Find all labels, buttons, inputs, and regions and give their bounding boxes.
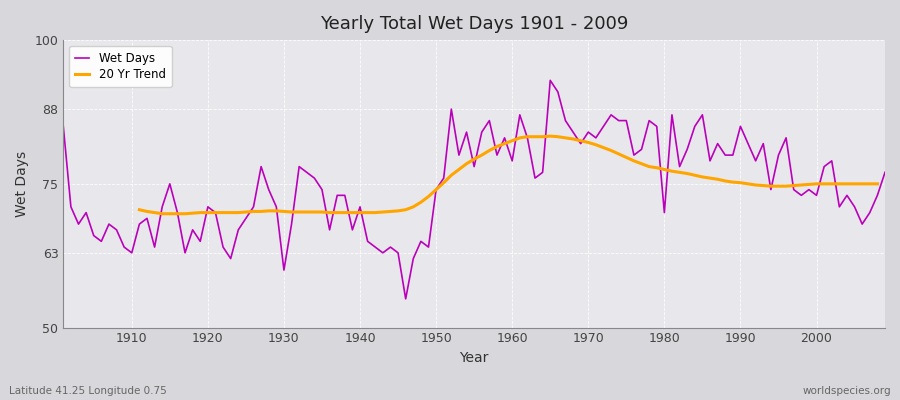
Text: Latitude 41.25 Longitude 0.75: Latitude 41.25 Longitude 0.75 xyxy=(9,386,166,396)
20 Yr Trend xyxy=(157,211,167,216)
20 Yr Trend xyxy=(872,182,883,186)
20 Yr Trend xyxy=(202,210,213,215)
20 Yr Trend xyxy=(187,211,198,216)
Wet Days xyxy=(400,296,411,301)
20 Yr Trend xyxy=(613,152,624,156)
Line: Wet Days: Wet Days xyxy=(63,80,885,299)
Wet Days xyxy=(332,193,343,198)
20 Yr Trend xyxy=(134,207,145,212)
Wet Days xyxy=(507,158,517,163)
Wet Days xyxy=(515,112,526,117)
20 Yr Trend xyxy=(491,144,502,149)
20 Yr Trend xyxy=(544,134,555,138)
Wet Days xyxy=(119,245,130,250)
Title: Yearly Total Wet Days 1901 - 2009: Yearly Total Wet Days 1901 - 2009 xyxy=(320,15,628,33)
Text: worldspecies.org: worldspecies.org xyxy=(803,386,891,396)
Line: 20 Yr Trend: 20 Yr Trend xyxy=(140,136,878,214)
Legend: Wet Days, 20 Yr Trend: Wet Days, 20 Yr Trend xyxy=(69,46,172,87)
20 Yr Trend xyxy=(712,177,723,182)
Wet Days xyxy=(286,222,297,226)
Y-axis label: Wet Days: Wet Days xyxy=(15,151,29,217)
Wet Days xyxy=(879,170,890,175)
20 Yr Trend xyxy=(560,136,571,140)
Wet Days xyxy=(613,118,624,123)
X-axis label: Year: Year xyxy=(460,351,489,365)
Wet Days xyxy=(58,124,68,129)
Wet Days xyxy=(544,78,555,83)
